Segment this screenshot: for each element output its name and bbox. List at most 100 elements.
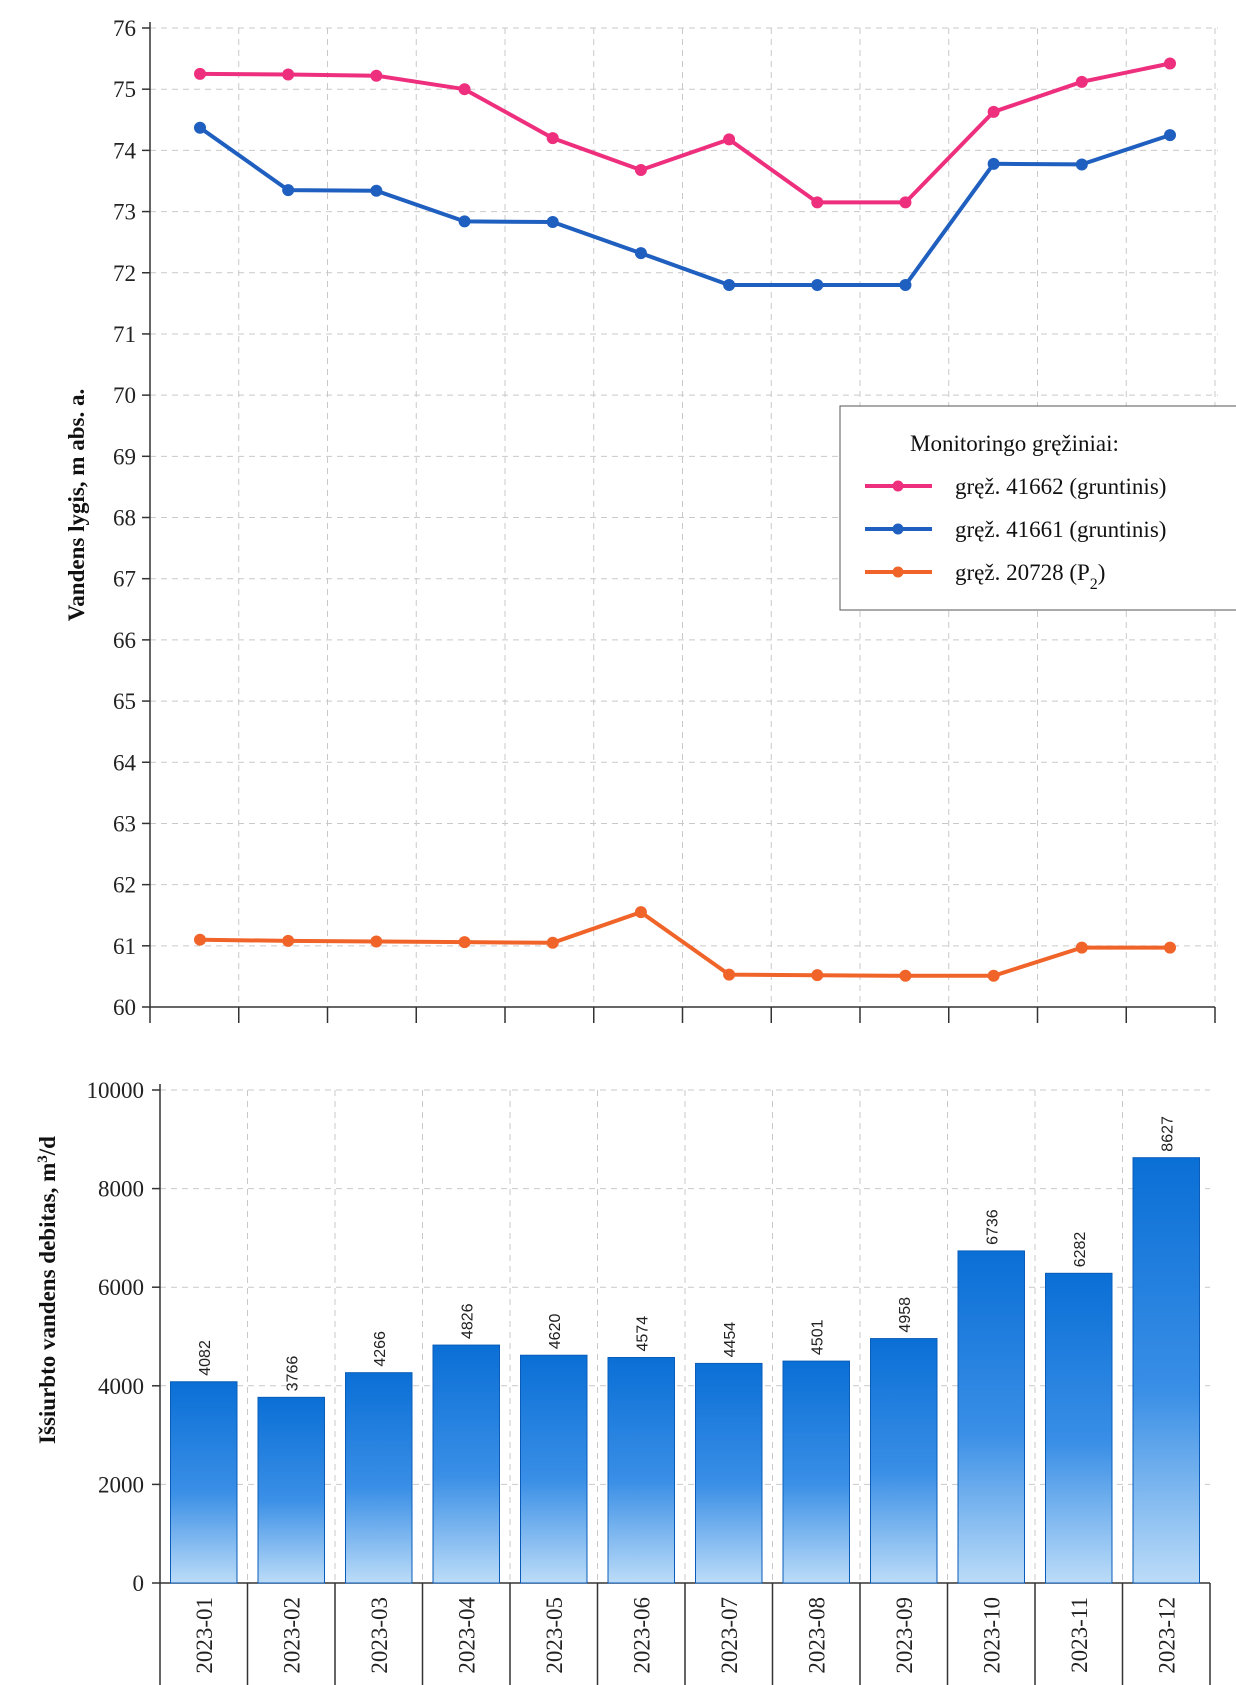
series-point	[634, 906, 647, 919]
bar-y-tick-label: 10000	[87, 1078, 145, 1103]
bar-chart-y-axis-label: Išsiurbto vandens debitas, m3/d	[35, 1136, 60, 1444]
bar-value-label: 6282	[1072, 1232, 1089, 1268]
line-series-0	[194, 57, 1176, 209]
series-point	[899, 196, 912, 209]
bar-value-label: 4958	[897, 1297, 914, 1333]
bar-value-label: 4501	[809, 1319, 826, 1355]
bar-value-label: 4574	[634, 1316, 651, 1352]
bar-rect	[257, 1396, 325, 1584]
bar-x-tick-label: 2023-07	[717, 1597, 742, 1674]
line-y-tick-label: 68	[113, 506, 136, 531]
bar-y-tick-label: 2000	[98, 1472, 144, 1497]
legend-title: Monitoringo gręžiniai:	[910, 431, 1119, 456]
legend-label-20728: gręž. 20728 (P2)	[955, 560, 1105, 593]
series-point	[370, 184, 383, 197]
bar-2023-04: 4826	[432, 1303, 500, 1584]
line-y-tick-label: 76	[113, 16, 136, 41]
legend-item-41661: gręž. 41661 (gruntinis)	[865, 517, 1166, 542]
bar-value-label: 4082	[197, 1340, 214, 1376]
bar-chart-bars: 4082 3766 4266 4826 4620 4574 4454 4501 4958 6736…	[170, 1116, 1200, 1584]
series-point	[811, 278, 824, 291]
legend-marker-41661	[892, 523, 904, 535]
bar-2023-02: 3766	[257, 1356, 325, 1584]
series-point	[1075, 158, 1088, 171]
line-y-tick-label: 75	[113, 77, 136, 102]
series-line	[199, 61, 1171, 205]
bar-chart-axes	[159, 1084, 1211, 1685]
line-chart-y-axis-label: Vandens lygis, m abs. a.	[64, 389, 89, 621]
bar-rect	[607, 1357, 675, 1584]
series-point	[282, 68, 295, 81]
bar-y-tick-label: 8000	[98, 1177, 144, 1202]
bar-rect	[170, 1381, 238, 1584]
series-point	[723, 968, 736, 981]
bar-2023-06: 4574	[607, 1316, 675, 1584]
bar-rect	[345, 1372, 413, 1584]
legend-label-20728-prefix: gręž. 20728 (P	[955, 560, 1090, 585]
series-point	[546, 936, 559, 949]
bar-value-label: 4266	[372, 1331, 389, 1367]
series-point	[723, 278, 736, 291]
bar-2023-07: 4454	[695, 1322, 763, 1584]
series-point	[1164, 129, 1176, 142]
line-y-tick-label: 70	[113, 383, 136, 408]
bar-2023-05: 4620	[520, 1314, 588, 1584]
series-point	[458, 83, 471, 96]
line-y-tick-label: 62	[113, 873, 136, 898]
bar-rect	[1132, 1157, 1200, 1584]
bar-x-tick-label: 2023-05	[542, 1597, 567, 1674]
series-point	[987, 969, 1000, 982]
series-point	[987, 157, 1000, 170]
line-y-tick-label: 60	[113, 995, 136, 1020]
series-point	[1075, 75, 1088, 88]
series-point	[458, 936, 471, 949]
bar-value-label: 4620	[547, 1314, 564, 1350]
legend-label-41661: gręž. 41661 (gruntinis)	[955, 517, 1166, 542]
series-point	[899, 969, 912, 982]
bar-2023-12: 8627	[1132, 1116, 1200, 1584]
legend-marker-41662	[892, 480, 904, 492]
line-y-tick-label: 72	[113, 261, 136, 286]
line-y-tick-label: 71	[113, 322, 136, 347]
bar-rect	[695, 1362, 763, 1584]
line-y-tick-label: 63	[113, 811, 136, 836]
bar-2023-03: 4266	[345, 1331, 413, 1584]
bar-chart-y-ticks: 0 2000 4000 6000 8000 10000	[87, 1078, 160, 1596]
series-point	[987, 105, 1000, 118]
series-point	[370, 69, 383, 82]
series-point	[811, 969, 824, 982]
series-point	[194, 933, 206, 946]
legend-label-41662: gręž. 41662 (gruntinis)	[955, 474, 1166, 499]
bar-x-tick-label: 2023-09	[892, 1597, 917, 1674]
series-point	[194, 67, 206, 80]
bar-rect	[957, 1250, 1025, 1584]
line-y-tick-label: 65	[113, 689, 136, 714]
legend-label-20728-suffix: )	[1098, 560, 1106, 585]
series-point	[282, 934, 295, 947]
line-chart-axes	[149, 22, 1216, 1023]
bar-x-tick-label: 2023-02	[279, 1597, 304, 1674]
bar-x-tick-label: 2023-03	[367, 1597, 392, 1674]
bar-value-label: 3766	[284, 1356, 301, 1392]
series-point	[194, 121, 206, 134]
bar-ylabel-main: Išsiurbto vandens debitas, m	[35, 1163, 60, 1444]
line-chart-legend: Monitoringo gręžiniai: gręž. 41662 (grun…	[839, 405, 1236, 611]
bar-2023-09: 4958	[870, 1297, 938, 1584]
legend-marker-20728	[892, 566, 904, 578]
series-point	[546, 132, 559, 145]
bar-2023-10: 6736	[957, 1209, 1025, 1584]
series-point	[634, 163, 647, 176]
bar-ylabel-sup: 3	[35, 1155, 51, 1163]
line-chart-y-ticks: 60 61 62 63 64 65 66 67 68 69 70 71 72 73 74 75 76	[113, 16, 150, 1020]
series-point	[282, 184, 295, 197]
bar-x-tick-label: 2023-12	[1154, 1597, 1179, 1674]
bar-y-tick-label: 4000	[98, 1374, 144, 1399]
legend-box	[839, 405, 1236, 611]
line-y-tick-label: 64	[113, 750, 137, 775]
bar-rect	[870, 1338, 938, 1584]
bar-value-label: 6736	[984, 1209, 1001, 1245]
line-y-tick-label: 67	[113, 567, 136, 592]
series-point	[1164, 57, 1176, 70]
